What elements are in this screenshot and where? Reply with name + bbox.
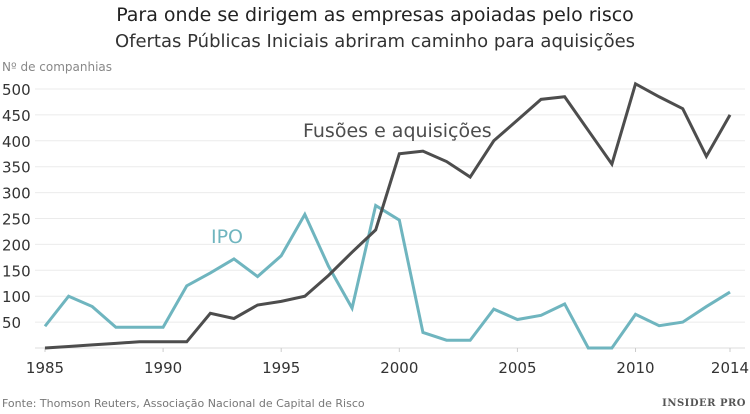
y-tick-label: 50 [2, 314, 21, 332]
insider-pro-logo: INSIDER PRO [662, 398, 746, 409]
y-tick-label: 400 [2, 133, 31, 151]
x-tick-label: 1985 [26, 359, 64, 377]
y-tick-label: 150 [2, 262, 31, 280]
x-tick-label: 2014 [711, 359, 749, 377]
series-line-ipo [43, 203, 731, 350]
x-tick-label: 2010 [616, 359, 654, 377]
chart-title: Para onde se dirigem as empresas apoiada… [116, 4, 634, 26]
y-tick-label: 300 [2, 185, 31, 203]
x-tick-label: 2000 [380, 359, 418, 377]
y-tick-label: 500 [2, 81, 31, 99]
x-tick-label: 1995 [262, 359, 300, 377]
source-note: Fonte: Thomson Reuters, Associação Nacio… [2, 397, 365, 410]
y-tick-label: 450 [2, 107, 31, 125]
y-tick-label: 350 [2, 159, 31, 177]
chart-subtitle: Ofertas Públicas Iniciais abriram caminh… [114, 31, 636, 52]
x-tick-label: 1990 [144, 359, 182, 377]
series-label-ipo: IPO [211, 226, 243, 248]
series-line-fusoes-aquisicoes [44, 81, 732, 350]
y-tick-label: 250 [2, 211, 31, 229]
y-tick-label: 100 [2, 288, 31, 306]
x-tick-label: 2005 [498, 359, 536, 377]
series-label-fusoes-aquisicoes: Fusões e aquisições [303, 120, 492, 142]
y-axis-label: Nº de companhias [2, 60, 113, 74]
y-tick-label: 200 [2, 236, 31, 254]
